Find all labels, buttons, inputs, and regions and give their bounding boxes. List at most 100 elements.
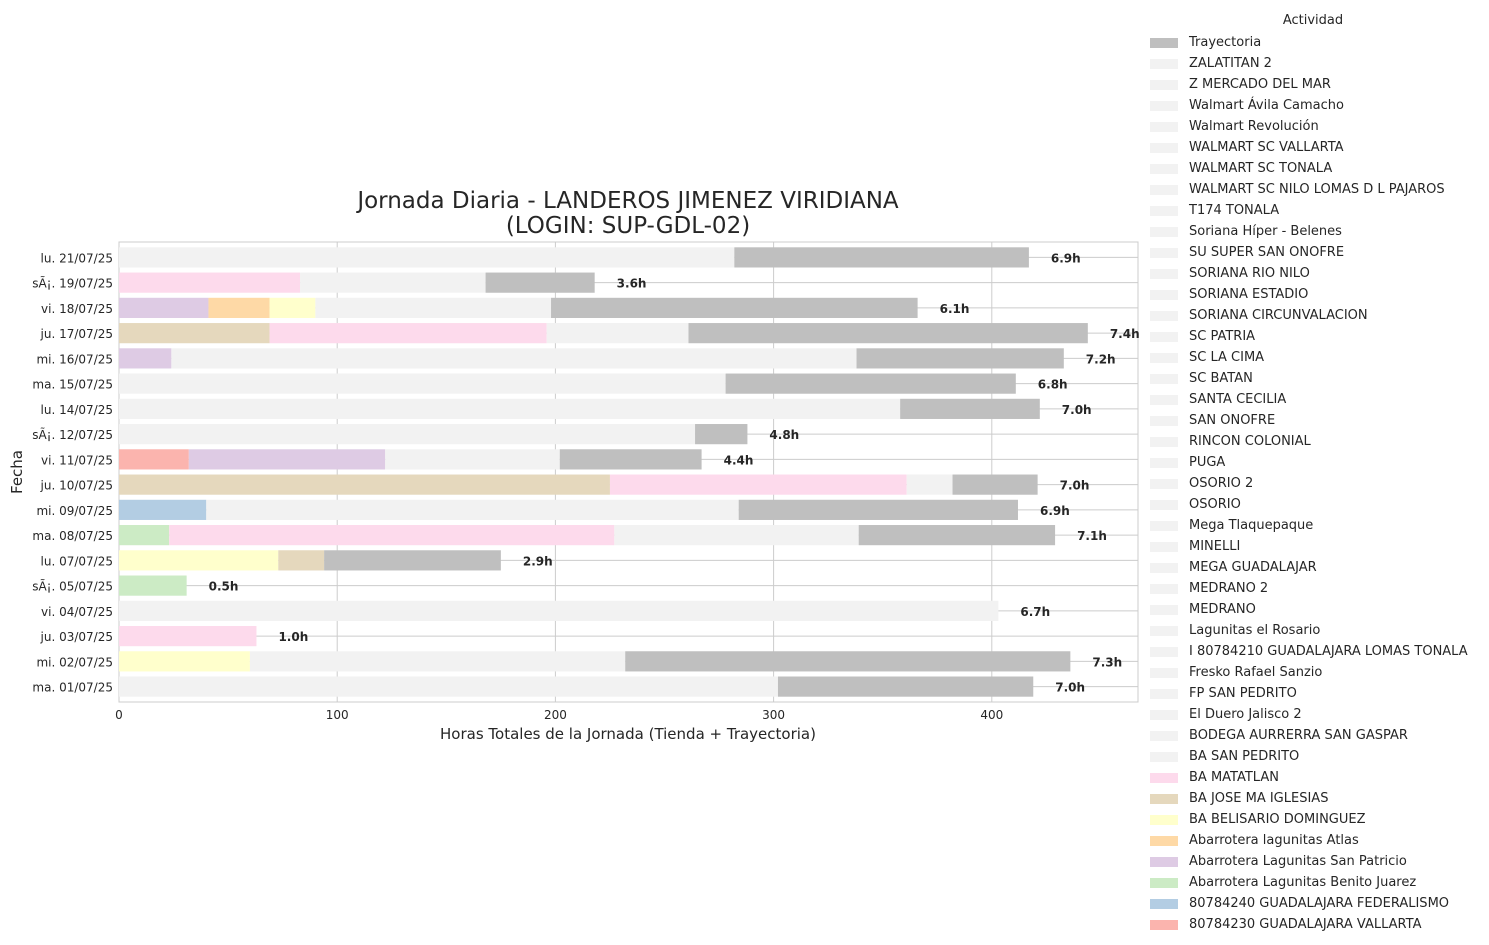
- legend-label: SORIANA ESTADIO: [1189, 287, 1309, 302]
- y-tick-label: vi. 04/07/25: [41, 605, 113, 619]
- legend-swatch: [1150, 310, 1178, 321]
- legend-item: WALMART SC NILO LOMAS D L PAJAROS: [1150, 179, 1485, 200]
- total-label: 7.2h: [1086, 352, 1116, 366]
- legend-item: Soriana Híper - Belenes: [1150, 221, 1485, 242]
- total-label: 7.0h: [1062, 403, 1092, 417]
- legend-swatch: [1150, 373, 1178, 384]
- legend-swatch: [1150, 478, 1178, 489]
- legend-label: SORIANA RIO NILO: [1189, 266, 1310, 281]
- bar-segment: [315, 297, 552, 318]
- bar-segment: [119, 676, 778, 697]
- legend-label: SORIANA CIRCUNVALACION: [1189, 308, 1368, 323]
- legend-label: BA SAN PEDRITO: [1189, 749, 1300, 764]
- y-tick-label: mi. 02/07/25: [36, 655, 113, 669]
- total-label: 3.6h: [617, 277, 647, 291]
- legend-swatch: [1150, 268, 1178, 279]
- x-axis-label: Horas Totales de la Jornada (Tienda + Tr…: [440, 725, 816, 743]
- x-tick-labels: 0 100 200 300 400: [115, 708, 1003, 722]
- total-label: 1.0h: [278, 630, 308, 644]
- bar-segment: [119, 398, 901, 419]
- legend-item: RINCON COLONIAL: [1150, 431, 1485, 452]
- legend-label: Z MERCADO DEL MAR: [1189, 77, 1331, 92]
- legend-item: Abarrotera lagunitas Atlas: [1150, 830, 1485, 851]
- bar-segment: [725, 373, 1016, 394]
- y-tick-label: vi. 18/07/25: [41, 302, 113, 316]
- legend-swatch: [1150, 877, 1178, 888]
- legend-swatch: [1150, 289, 1178, 300]
- y-tick-label: ma. 15/07/25: [32, 378, 113, 392]
- total-label: 6.1h: [940, 302, 970, 316]
- legend-label: 80784240 GUADALAJARA FEDERALISMO: [1189, 896, 1450, 911]
- legend-swatch: [1150, 226, 1178, 237]
- bar-segment: [777, 676, 1034, 697]
- legend-label: MEDRANO 2: [1189, 581, 1269, 596]
- legend-item: PUGA: [1150, 452, 1485, 473]
- bar-segment: [738, 499, 1018, 520]
- y-tick-label: ju. 17/07/25: [40, 327, 113, 341]
- bar-segment: [119, 323, 270, 344]
- legend: Actividad Trayectoria ZALATITAN 2 Z MERCAD…: [1150, 10, 1485, 935]
- legend-item: WALMART SC VALLARTA: [1150, 137, 1485, 158]
- legend-swatch: [1150, 205, 1178, 216]
- legend-item: SANTA CECILIA: [1150, 389, 1485, 410]
- legend-item: OSORIO 2: [1150, 473, 1485, 494]
- y-tick-label: mi. 09/07/25: [36, 504, 113, 518]
- legend-label: OSORIO 2: [1189, 476, 1254, 491]
- y-tick-label: sÃ¡. 19/07/25: [32, 276, 113, 291]
- legend-item: BA BELISARIO DOMINGUEZ: [1150, 809, 1485, 830]
- x-tick-label: 0: [115, 708, 123, 722]
- legend-label: 80784230 GUADALAJARA VALLARTA: [1189, 917, 1422, 932]
- legend-item: T174 TONALA: [1150, 200, 1485, 221]
- legend-title: Actividad: [1282, 13, 1344, 28]
- bar-segment: [169, 525, 615, 546]
- legend-label: SC LA CIMA: [1189, 350, 1265, 365]
- legend-item: Abarrotera Lagunitas Benito Juarez: [1150, 872, 1485, 893]
- y-tick-label: sÃ¡. 05/07/25: [32, 579, 113, 594]
- legend-label: MEGA GUADALAJAR: [1189, 560, 1317, 575]
- legend-item: BA MATATLAN: [1150, 767, 1485, 788]
- legend-item: SC LA CIMA: [1150, 347, 1485, 368]
- legend-item: WALMART SC TONALA: [1150, 158, 1485, 179]
- bar-segment: [324, 550, 501, 571]
- y-tick-label: ju. 03/07/25: [40, 630, 113, 644]
- total-label: 6.7h: [1020, 605, 1050, 619]
- bar-segment: [119, 651, 250, 672]
- legend-item: SORIANA ESTADIO: [1150, 284, 1485, 305]
- bar-segment: [119, 600, 999, 621]
- legend-label: Trayectoria: [1189, 35, 1262, 50]
- bar-segment: [952, 474, 1038, 495]
- bars-layer: [119, 247, 1088, 697]
- legend-item: MEGA GUADALAJAR: [1150, 557, 1485, 578]
- bar-segment: [119, 272, 301, 293]
- legend-label: SC BATAN: [1189, 371, 1253, 386]
- legend-swatch: [1150, 667, 1178, 678]
- legend-label: OSORIO: [1189, 497, 1241, 512]
- legend-swatch: [1150, 688, 1178, 699]
- x-tick-label: 100: [326, 708, 349, 722]
- legend-swatch: [1150, 520, 1178, 531]
- x-tick-label: 200: [544, 708, 567, 722]
- total-label: 7.3h: [1092, 655, 1122, 669]
- legend-label: BA MATATLAN: [1189, 770, 1279, 785]
- plot-area: [118, 241, 1139, 703]
- y-tick-label: mi. 16/07/25: [36, 352, 113, 366]
- legend-item: SORIANA CIRCUNVALACION: [1150, 305, 1485, 326]
- x-tick-label: 300: [762, 708, 785, 722]
- bar-segment: [625, 651, 1071, 672]
- bar-segment: [119, 348, 172, 369]
- legend-item: SU SUPER SAN ONOFRE: [1150, 242, 1485, 263]
- bar-segment: [485, 272, 595, 293]
- legend-item: Abarrotera Lagunitas San Patricio: [1150, 851, 1485, 872]
- x-tick-label: 400: [980, 708, 1003, 722]
- bar-segment: [551, 297, 918, 318]
- legend-swatch: [1150, 58, 1178, 69]
- chart-title: Jornada Diaria - LANDEROS JIMENEZ VIRIDI…: [355, 188, 899, 239]
- y-tick-label: lu. 21/07/25: [41, 251, 113, 265]
- legend-item: I 80784210 GUADALAJARA LOMAS TONALA: [1150, 641, 1485, 662]
- bar-segment: [688, 323, 1088, 344]
- legend-swatch: [1150, 394, 1178, 405]
- bar-segment: [900, 398, 1040, 419]
- legend-item: SAN ONOFRE: [1150, 410, 1485, 431]
- legend-swatch: [1150, 856, 1178, 867]
- legend-swatch: [1150, 121, 1178, 132]
